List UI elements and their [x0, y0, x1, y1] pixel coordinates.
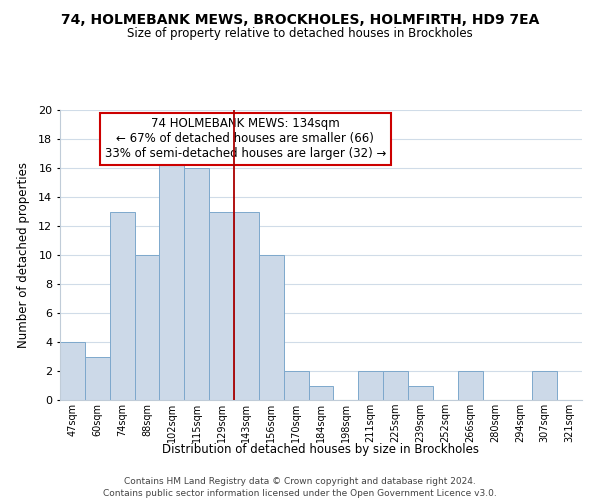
- Text: Contains public sector information licensed under the Open Government Licence v3: Contains public sector information licen…: [103, 489, 497, 498]
- Bar: [284, 371, 308, 400]
- Bar: [408, 386, 433, 400]
- Bar: [85, 356, 110, 400]
- Text: 74, HOLMEBANK MEWS, BROCKHOLES, HOLMFIRTH, HD9 7EA: 74, HOLMEBANK MEWS, BROCKHOLES, HOLMFIRT…: [61, 12, 539, 26]
- Bar: [259, 255, 284, 400]
- Text: 74 HOLMEBANK MEWS: 134sqm
← 67% of detached houses are smaller (66)
33% of semi-: 74 HOLMEBANK MEWS: 134sqm ← 67% of detac…: [104, 117, 386, 160]
- Bar: [209, 212, 234, 400]
- Bar: [383, 371, 408, 400]
- Bar: [60, 342, 85, 400]
- Bar: [110, 212, 134, 400]
- Bar: [458, 371, 482, 400]
- Bar: [184, 168, 209, 400]
- Bar: [532, 371, 557, 400]
- Bar: [308, 386, 334, 400]
- Text: Distribution of detached houses by size in Brockholes: Distribution of detached houses by size …: [163, 442, 479, 456]
- Y-axis label: Number of detached properties: Number of detached properties: [17, 162, 30, 348]
- Bar: [134, 255, 160, 400]
- Text: Contains HM Land Registry data © Crown copyright and database right 2024.: Contains HM Land Registry data © Crown c…: [124, 478, 476, 486]
- Bar: [234, 212, 259, 400]
- Bar: [160, 154, 184, 400]
- Bar: [358, 371, 383, 400]
- Text: Size of property relative to detached houses in Brockholes: Size of property relative to detached ho…: [127, 28, 473, 40]
